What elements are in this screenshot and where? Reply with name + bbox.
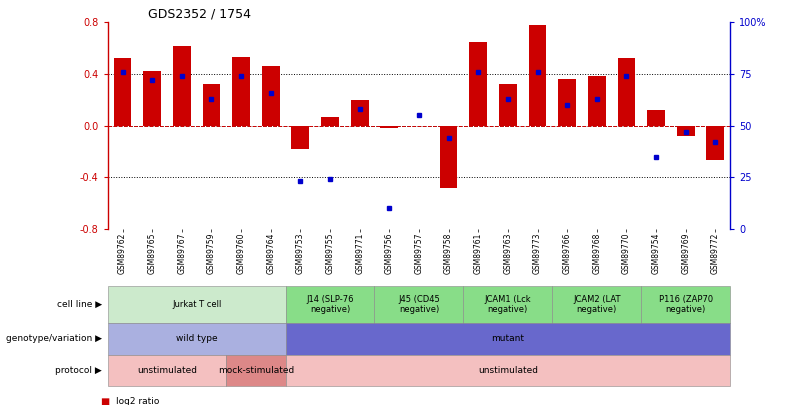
Text: P116 (ZAP70
negative): P116 (ZAP70 negative) [658, 295, 713, 314]
Text: JCAM1 (Lck
negative): JCAM1 (Lck negative) [484, 295, 531, 314]
Text: J45 (CD45
negative): J45 (CD45 negative) [398, 295, 440, 314]
Bar [173, 45, 191, 126]
Bar [203, 84, 220, 126]
Bar [381, 126, 398, 128]
Text: genotype/variation ▶: genotype/variation ▶ [6, 335, 102, 343]
Text: unstimulated: unstimulated [137, 366, 197, 375]
Bar [559, 79, 576, 126]
Text: mock-stimulated: mock-stimulated [218, 366, 294, 375]
Bar [618, 58, 635, 126]
Text: GDS2352 / 1754: GDS2352 / 1754 [148, 7, 251, 20]
Bar [144, 71, 161, 126]
Bar [469, 42, 487, 126]
Bar [677, 126, 694, 136]
Text: unstimulated: unstimulated [478, 366, 538, 375]
Text: cell line ▶: cell line ▶ [57, 300, 102, 309]
Bar [706, 126, 725, 160]
Bar [262, 66, 279, 126]
Bar [321, 117, 339, 126]
Text: ■: ■ [100, 397, 109, 405]
Bar [113, 58, 132, 126]
Text: Jurkat T cell: Jurkat T cell [172, 300, 221, 309]
Bar [232, 57, 250, 126]
Text: protocol ▶: protocol ▶ [55, 366, 102, 375]
Text: wild type: wild type [176, 335, 218, 343]
Text: mutant: mutant [492, 335, 524, 343]
Bar [351, 100, 369, 126]
Bar [528, 25, 547, 126]
Text: JCAM2 (LAT
negative): JCAM2 (LAT negative) [573, 295, 621, 314]
Text: log2 ratio: log2 ratio [116, 397, 159, 405]
Bar [499, 84, 517, 126]
Bar [588, 77, 606, 126]
Bar [291, 126, 310, 149]
Bar [647, 110, 665, 126]
Text: J14 (SLP-76
negative): J14 (SLP-76 negative) [306, 295, 354, 314]
Text: ■: ■ [100, 404, 109, 405]
Bar [440, 126, 457, 188]
